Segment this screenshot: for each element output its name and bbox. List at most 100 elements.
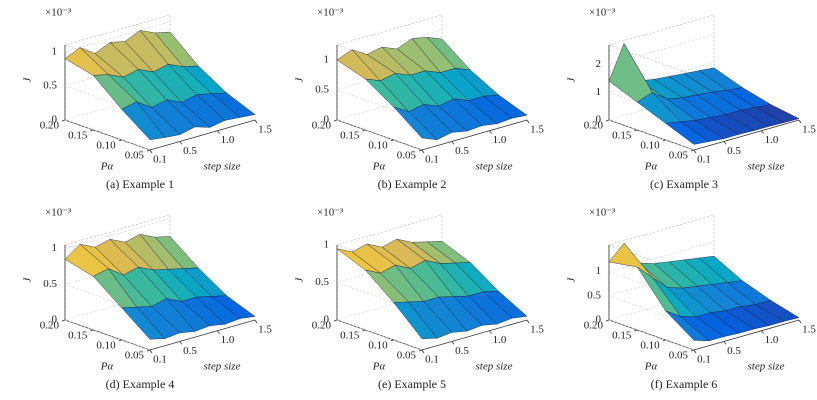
z-tick-label: 0	[324, 314, 330, 326]
x-tick	[179, 341, 183, 345]
y-tick	[390, 139, 394, 142]
surface-cell	[393, 106, 438, 140]
z-tick-label: 0.5	[43, 79, 57, 91]
y-tick	[690, 349, 695, 352]
caption: (a) Example 1	[106, 177, 174, 191]
x-tick-label: 0.5	[183, 345, 197, 357]
y-tick	[690, 149, 695, 152]
x-tick	[798, 119, 802, 124]
caption: (c) Example 3	[650, 177, 718, 191]
z-label: J	[294, 276, 306, 282]
y-tick-label: 0.15	[612, 330, 632, 342]
y-tick	[90, 329, 94, 332]
y-label: Pα	[100, 161, 114, 173]
y-tick-label: 0.20	[40, 320, 60, 332]
x-tick	[723, 341, 727, 345]
y-tick-label: 0.15	[340, 130, 360, 142]
y-tick-label: 0.20	[584, 120, 604, 132]
y-tick-label: 0.10	[368, 340, 388, 352]
surface-cell	[608, 43, 653, 103]
x-tick	[761, 130, 764, 134]
y-tick-label: 0.10	[640, 340, 660, 352]
y-tick-label: 0.05	[125, 350, 145, 362]
y-tick-label: 0.20	[312, 120, 332, 132]
z-label: J	[22, 276, 34, 282]
z-label: J	[22, 76, 34, 82]
y-tick	[146, 149, 151, 152]
y-tick	[61, 119, 66, 122]
x-tick-label: 1.0	[493, 334, 507, 346]
x-tick	[526, 119, 530, 124]
z-scale: ×10⁻³	[589, 7, 616, 19]
surface-cell	[121, 101, 166, 140]
x-tick-label: 0.1	[425, 354, 439, 366]
y-tick	[61, 319, 66, 322]
x-tick	[723, 141, 727, 145]
z-tick-label: 1	[52, 45, 58, 57]
y-tick-label: 0.10	[96, 140, 116, 152]
y-tick	[90, 129, 94, 132]
x-tick	[526, 319, 530, 324]
y-tick-label: 0.10	[640, 140, 660, 152]
y-tick-label: 0.20	[584, 320, 604, 332]
y-tick-label: 0.05	[397, 350, 417, 362]
x-tick-label: 1.0	[765, 134, 779, 146]
x-tick-label: 0.5	[727, 345, 741, 357]
z-label: J	[566, 276, 578, 282]
y-label: Pα	[372, 161, 386, 173]
z-tick-label: 0	[324, 114, 330, 126]
x-tick	[489, 130, 492, 134]
x-label: step size	[748, 161, 785, 173]
z-tick-label: 0	[52, 114, 58, 126]
x-label: step size	[204, 161, 241, 173]
y-tick-label: 0.20	[312, 320, 332, 332]
x-tick	[179, 141, 183, 145]
y-tick	[418, 349, 423, 352]
x-tick	[451, 341, 455, 345]
y-tick	[662, 139, 666, 142]
z-tick-label: 1	[324, 239, 330, 251]
y-tick	[333, 319, 338, 322]
y-label: Pα	[644, 161, 658, 173]
y-tick-label: 0.20	[40, 120, 60, 132]
x-tick-label: 1.0	[493, 134, 507, 146]
y-tick	[118, 339, 122, 342]
x-tick-label: 0.5	[727, 145, 741, 157]
z-tick-label: 1	[596, 86, 602, 98]
caption: (e) Example 5	[378, 377, 446, 391]
surface-cell	[608, 242, 653, 278]
y-tick	[634, 329, 638, 332]
z-label: J	[294, 76, 306, 82]
z-tick-label: 0	[52, 314, 58, 326]
x-label: step size	[476, 161, 513, 173]
y-tick-label: 0.10	[368, 140, 388, 152]
y-tick	[418, 149, 423, 152]
surface-cell	[665, 121, 710, 145]
x-tick	[254, 119, 258, 124]
x-tick-label: 0.5	[455, 145, 469, 157]
x-tick-label: 0.1	[697, 354, 711, 366]
z-tick-label: 0.5	[315, 84, 329, 96]
x-tick	[421, 149, 425, 154]
y-tick-label: 0.05	[397, 150, 417, 162]
y-tick-label: 0.15	[340, 330, 360, 342]
x-tick-label: 1.5	[802, 124, 816, 136]
z-tick-label: 0.5	[43, 278, 57, 290]
y-tick-label: 0.05	[669, 350, 689, 362]
x-tick	[798, 319, 802, 324]
y-tick	[118, 139, 122, 142]
x-tick-label: 0.1	[153, 154, 167, 166]
y-tick	[662, 339, 666, 342]
x-tick-label: 0.1	[153, 354, 167, 366]
z-scale: ×10⁻³	[45, 7, 72, 19]
x-tick-label: 1.5	[530, 124, 544, 136]
x-tick	[217, 330, 220, 334]
z-tick-label: 0.5	[587, 289, 601, 301]
z-scale: ×10⁻³	[317, 207, 344, 219]
caption: (d) Example 4	[106, 377, 175, 391]
y-tick	[634, 129, 638, 132]
x-label: step size	[476, 361, 513, 373]
x-tick-label: 1.0	[765, 334, 779, 346]
y-tick-label: 0.10	[96, 340, 116, 352]
z-tick-label: 0.5	[315, 276, 329, 288]
